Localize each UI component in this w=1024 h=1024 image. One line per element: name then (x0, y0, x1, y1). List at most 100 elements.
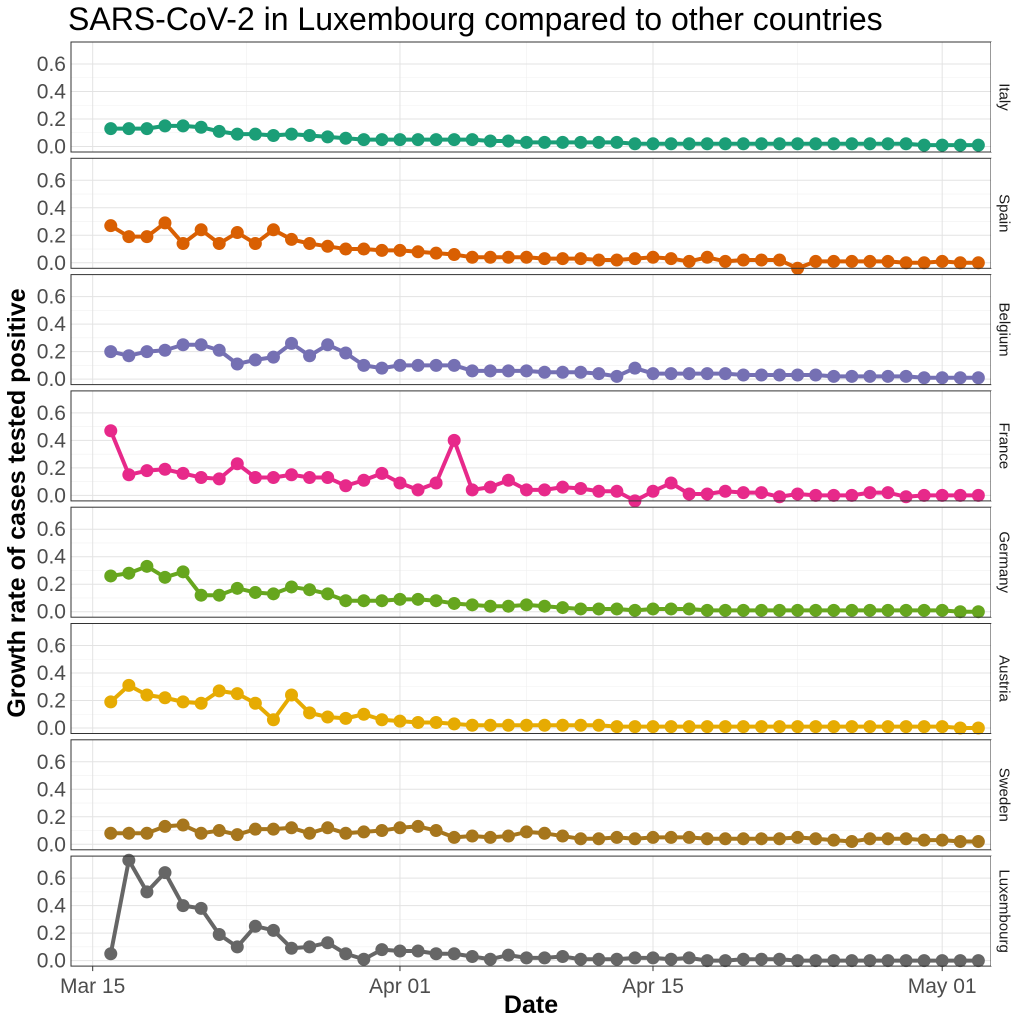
data-point-luxembourg (682, 951, 696, 965)
data-point-sweden (266, 822, 280, 836)
data-point-luxembourg (411, 944, 425, 958)
data-point-italy (122, 122, 136, 136)
data-point-austria (736, 720, 750, 734)
data-point-luxembourg (700, 954, 714, 968)
data-point-sweden (773, 832, 787, 846)
y-tick-label: 0.2 (37, 224, 66, 247)
data-point-belgium (104, 345, 118, 359)
y-tick-label: 0.2 (37, 922, 66, 945)
panel-luxembourg: 0.0 0.2 0.4 0.6 Luxembourg (37, 853, 1015, 973)
data-point-france (845, 488, 859, 502)
data-point-luxembourg (158, 866, 172, 880)
facet-label-luxembourg: Luxembourg (996, 869, 1013, 952)
data-point-austria (592, 718, 606, 732)
data-point-france (248, 471, 262, 485)
data-point-belgium (646, 367, 660, 381)
data-point-austria (827, 720, 841, 734)
data-point-italy (339, 131, 353, 145)
data-point-france (303, 471, 317, 485)
data-point-italy (375, 133, 389, 147)
data-point-germany (230, 581, 244, 595)
data-point-belgium (230, 357, 244, 371)
data-point-italy (845, 137, 859, 151)
data-point-belgium (357, 358, 371, 372)
data-point-france (393, 476, 407, 490)
data-point-germany (556, 601, 570, 615)
strip-background (991, 856, 1015, 967)
data-point-italy (321, 130, 335, 144)
data-point-luxembourg (574, 952, 588, 966)
data-point-belgium (754, 368, 768, 382)
data-point-germany (592, 602, 606, 616)
facet-label-spain: Spain (996, 194, 1013, 232)
data-point-spain (429, 246, 443, 260)
data-point-germany (266, 587, 280, 601)
data-point-luxembourg (429, 947, 443, 961)
data-point-belgium (773, 368, 787, 382)
data-point-belgium (176, 338, 190, 352)
data-point-sweden (339, 826, 353, 840)
data-point-france (700, 487, 714, 501)
data-point-sweden (718, 832, 732, 846)
y-tick-label: 0.6 (37, 518, 66, 541)
data-point-sweden (791, 830, 805, 844)
data-point-spain (321, 239, 335, 253)
y-tick-label: 0.4 (37, 197, 67, 220)
data-point-belgium (519, 364, 533, 378)
data-point-luxembourg (176, 899, 190, 913)
data-point-france (610, 484, 624, 498)
y-tick-label: 0.4 (37, 313, 67, 336)
data-point-sweden (122, 826, 136, 840)
data-point-austria (285, 688, 299, 702)
x-tick-label: May 01 (908, 975, 977, 998)
data-point-sweden (646, 830, 660, 844)
data-point-sweden (519, 825, 533, 839)
data-point-luxembourg (845, 954, 859, 968)
data-point-luxembourg (339, 947, 353, 961)
data-point-sweden (556, 829, 570, 843)
data-point-france (682, 487, 696, 501)
data-point-austria (754, 720, 768, 734)
data-point-belgium (682, 367, 696, 381)
strip-background (991, 507, 1015, 618)
data-point-austria (718, 720, 732, 734)
data-point-belgium (194, 338, 208, 352)
data-point-germany (285, 580, 299, 594)
data-point-france (212, 472, 226, 486)
data-point-sweden (303, 826, 317, 840)
data-point-belgium (736, 368, 750, 382)
data-point-spain (483, 250, 497, 264)
data-point-luxembourg (483, 952, 497, 966)
data-point-spain (682, 254, 696, 268)
data-point-luxembourg (899, 954, 913, 968)
data-point-austria (953, 721, 967, 735)
y-tick-label: 0.2 (37, 457, 66, 480)
data-point-spain (917, 256, 931, 270)
data-point-belgium (393, 358, 407, 372)
data-point-germany (140, 559, 154, 573)
y-tick-label: 0.4 (37, 546, 67, 569)
data-point-france (375, 466, 389, 480)
data-point-italy (899, 137, 913, 151)
data-point-spain (574, 252, 588, 266)
data-point-spain (773, 253, 787, 267)
data-point-sweden (809, 832, 823, 846)
data-point-belgium (917, 371, 931, 385)
data-point-france (122, 468, 136, 482)
data-point-belgium (718, 367, 732, 381)
data-point-belgium (483, 364, 497, 378)
data-point-spain (646, 250, 660, 264)
data-point-italy (285, 127, 299, 141)
data-point-france (538, 483, 552, 497)
data-point-italy (827, 137, 841, 151)
data-point-france (664, 476, 678, 490)
data-point-luxembourg (393, 944, 407, 958)
data-point-germany (248, 585, 262, 599)
data-point-france (881, 486, 895, 500)
panel-austria: 0.0 0.2 0.4 0.6 Austria (37, 623, 1015, 740)
data-point-italy (357, 133, 371, 147)
data-point-sweden (357, 825, 371, 839)
data-point-germany (501, 599, 515, 613)
data-point-germany (104, 569, 118, 583)
data-point-italy (393, 133, 407, 147)
